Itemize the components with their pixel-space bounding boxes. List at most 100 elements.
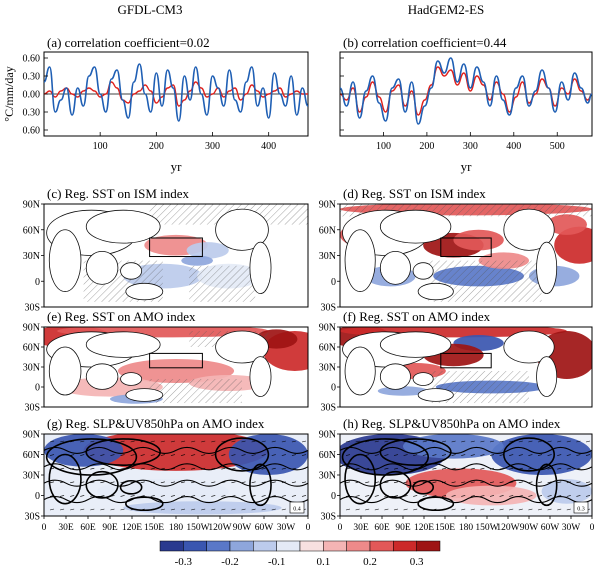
map-g-wind-vector bbox=[271, 495, 276, 497]
colorbar-swatch bbox=[346, 540, 371, 552]
map-h-wind-vector bbox=[528, 495, 533, 497]
map-h-wind-vector bbox=[489, 508, 495, 511]
map-g-wind-vector bbox=[191, 508, 196, 511]
map-e-landmass bbox=[125, 388, 164, 402]
map-h-lon-label: 180 bbox=[459, 523, 474, 533]
map-g-anomaly bbox=[123, 501, 282, 515]
map-g-reference-vector-label: 0.4 bbox=[293, 507, 301, 513]
colorbar-swatch bbox=[229, 540, 254, 552]
map-g-wind-vector bbox=[191, 440, 196, 443]
colorbar-swatch bbox=[206, 540, 231, 552]
map-g-wind-vector bbox=[281, 508, 286, 511]
map-h-wind-vector bbox=[537, 508, 543, 511]
colorbar-label: 0.3 bbox=[410, 556, 424, 568]
panel-a-ytick-label: 0.30 bbox=[23, 108, 41, 119]
map-g-wind-vector bbox=[281, 454, 286, 456]
map-g-wind-vector bbox=[130, 454, 135, 456]
map-g-wind-vector bbox=[160, 454, 165, 456]
colorbar-swatch bbox=[393, 540, 417, 552]
map-h-wind-vector bbox=[470, 508, 475, 511]
map-g-wind-vector bbox=[241, 495, 246, 497]
map-h-lon-label: 120W bbox=[496, 523, 519, 533]
map-g-wind-vector bbox=[281, 467, 286, 470]
map-h-wind-vector bbox=[557, 481, 562, 484]
map-g-wind-vector bbox=[160, 467, 165, 470]
map-g-wind-vector bbox=[251, 508, 256, 511]
map-g-wind-vector bbox=[271, 467, 276, 470]
map-g-wind-vector bbox=[251, 495, 256, 497]
map-g-lat-label: 60N bbox=[23, 450, 40, 461]
map-g-wind-vector bbox=[301, 481, 307, 484]
map-g-contour bbox=[44, 479, 308, 487]
map-g-coastline bbox=[119, 479, 143, 495]
map-h-wind-vector bbox=[403, 481, 408, 484]
map-h-wind-vector bbox=[461, 467, 466, 470]
map-g-wind-vector bbox=[140, 481, 145, 484]
map-h-wind-vector bbox=[432, 467, 437, 470]
map-h-wind-vector bbox=[374, 467, 379, 470]
map-h-wind-vector bbox=[441, 440, 447, 443]
panel-a-xtick-label: 400 bbox=[261, 141, 276, 152]
map-h-wind-vector bbox=[422, 508, 427, 511]
map-g-wind-vector bbox=[241, 454, 246, 456]
map-g-wind-vector bbox=[251, 467, 256, 470]
map-g-lat-label: 30N bbox=[23, 471, 40, 482]
map-h-wind-vector bbox=[413, 508, 418, 511]
map-h-wind-vector bbox=[432, 495, 437, 497]
map-c-anomaly bbox=[181, 255, 213, 266]
map-h-wind-vector bbox=[393, 440, 399, 443]
map-h-wind-vector bbox=[393, 454, 399, 456]
colorbar-swatch bbox=[416, 540, 441, 552]
map-g-lat-label: 0 bbox=[35, 491, 40, 502]
map-g-wind-vector bbox=[120, 481, 125, 484]
map-g-wind-vector bbox=[120, 495, 125, 497]
map-e-landmass bbox=[48, 346, 82, 396]
map-g-wind-vector bbox=[241, 467, 246, 470]
map-g-wind-vector bbox=[80, 454, 85, 456]
map-g-wind-vector bbox=[140, 508, 145, 511]
map-g-wind-vector bbox=[231, 481, 236, 484]
map-g-wind-vector bbox=[211, 467, 216, 470]
map-f-lat-label: 90N bbox=[319, 323, 336, 334]
map-g-wind-vector bbox=[251, 454, 256, 456]
map-h-lon-label: 150W bbox=[475, 523, 498, 533]
map-g-lon-label: 90E bbox=[102, 523, 118, 533]
map-d-anomaly bbox=[453, 229, 504, 251]
map-h-wind-vector bbox=[576, 481, 581, 484]
map-h-coastline bbox=[379, 470, 412, 499]
map-h-wind-vector bbox=[576, 467, 581, 470]
map-panel-e: 90N 60N 30N 0 30S bbox=[23, 323, 309, 414]
map-g-wind-vector bbox=[180, 508, 186, 511]
map-h-wind-vector bbox=[461, 481, 466, 484]
map-h-wind-vector bbox=[451, 454, 456, 456]
map-h-wind-vector bbox=[547, 440, 552, 443]
map-g-wind-vector bbox=[90, 481, 95, 484]
map-e-significance-hatch bbox=[149, 379, 242, 403]
map-g-wind-vector bbox=[271, 454, 276, 456]
map-c-landmass bbox=[48, 229, 82, 292]
panel-b-xtick-label: 400 bbox=[506, 141, 521, 152]
map-g-wind-vector bbox=[291, 454, 296, 456]
map-h-wind-vector bbox=[355, 467, 360, 470]
panel-a-plot: 100 200 300 400 0.60 0.30 0.00 0.30 0.60 bbox=[23, 54, 309, 152]
map-g-wind-vector bbox=[241, 440, 246, 443]
column-title-hadgem: HadGEM2-ES bbox=[408, 2, 485, 17]
map-g-wind-vector bbox=[191, 454, 196, 456]
map-h-wind-vector bbox=[374, 481, 379, 484]
map-g-wind-vector bbox=[90, 508, 95, 511]
panel-e-title: (e) Reg. SST on AMO index bbox=[47, 309, 196, 324]
map-e-lat-label: 60N bbox=[23, 343, 40, 354]
map-g-reference-vector-box bbox=[289, 501, 305, 514]
map-h-wind-vector bbox=[489, 454, 495, 456]
map-d-anomaly bbox=[546, 214, 587, 235]
map-g-wind-vector bbox=[261, 508, 266, 511]
map-g-contour bbox=[44, 446, 308, 454]
map-g-wind-vector bbox=[100, 440, 105, 443]
map-h-lon-label: 150E bbox=[435, 523, 455, 533]
map-g-wind-vector bbox=[80, 508, 85, 511]
map-g-wind-vector bbox=[90, 495, 95, 497]
map-h-wind-vector bbox=[393, 508, 399, 511]
map-h-wind-vector bbox=[384, 467, 389, 470]
map-g-wind-vector bbox=[130, 440, 135, 443]
